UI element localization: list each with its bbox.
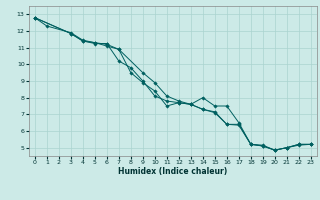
X-axis label: Humidex (Indice chaleur): Humidex (Indice chaleur)	[118, 167, 228, 176]
